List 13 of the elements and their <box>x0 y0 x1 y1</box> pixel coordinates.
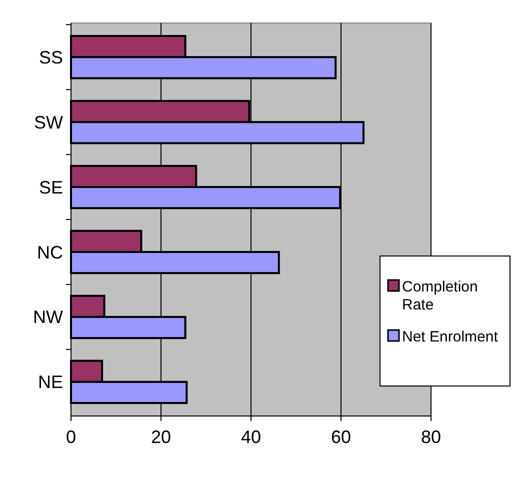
x-tick-label: 40 <box>240 427 262 447</box>
y-tick-label: SE <box>38 177 63 198</box>
y-tick-label: NC <box>37 242 63 262</box>
y-tick-label: SW <box>34 112 64 132</box>
y-tick-label: NE <box>38 372 63 392</box>
legend-label: Completion Rate <box>402 278 478 314</box>
x-tick-label: 0 <box>66 427 76 447</box>
x-tick-label: 60 <box>330 427 352 447</box>
y-tick-label: NW <box>33 307 63 328</box>
legend-label: Net Enrolment <box>402 328 499 346</box>
x-tick-label: 20 <box>150 427 172 447</box>
x-tick-label: 80 <box>420 427 442 447</box>
y-tick-label: SS <box>38 47 63 68</box>
